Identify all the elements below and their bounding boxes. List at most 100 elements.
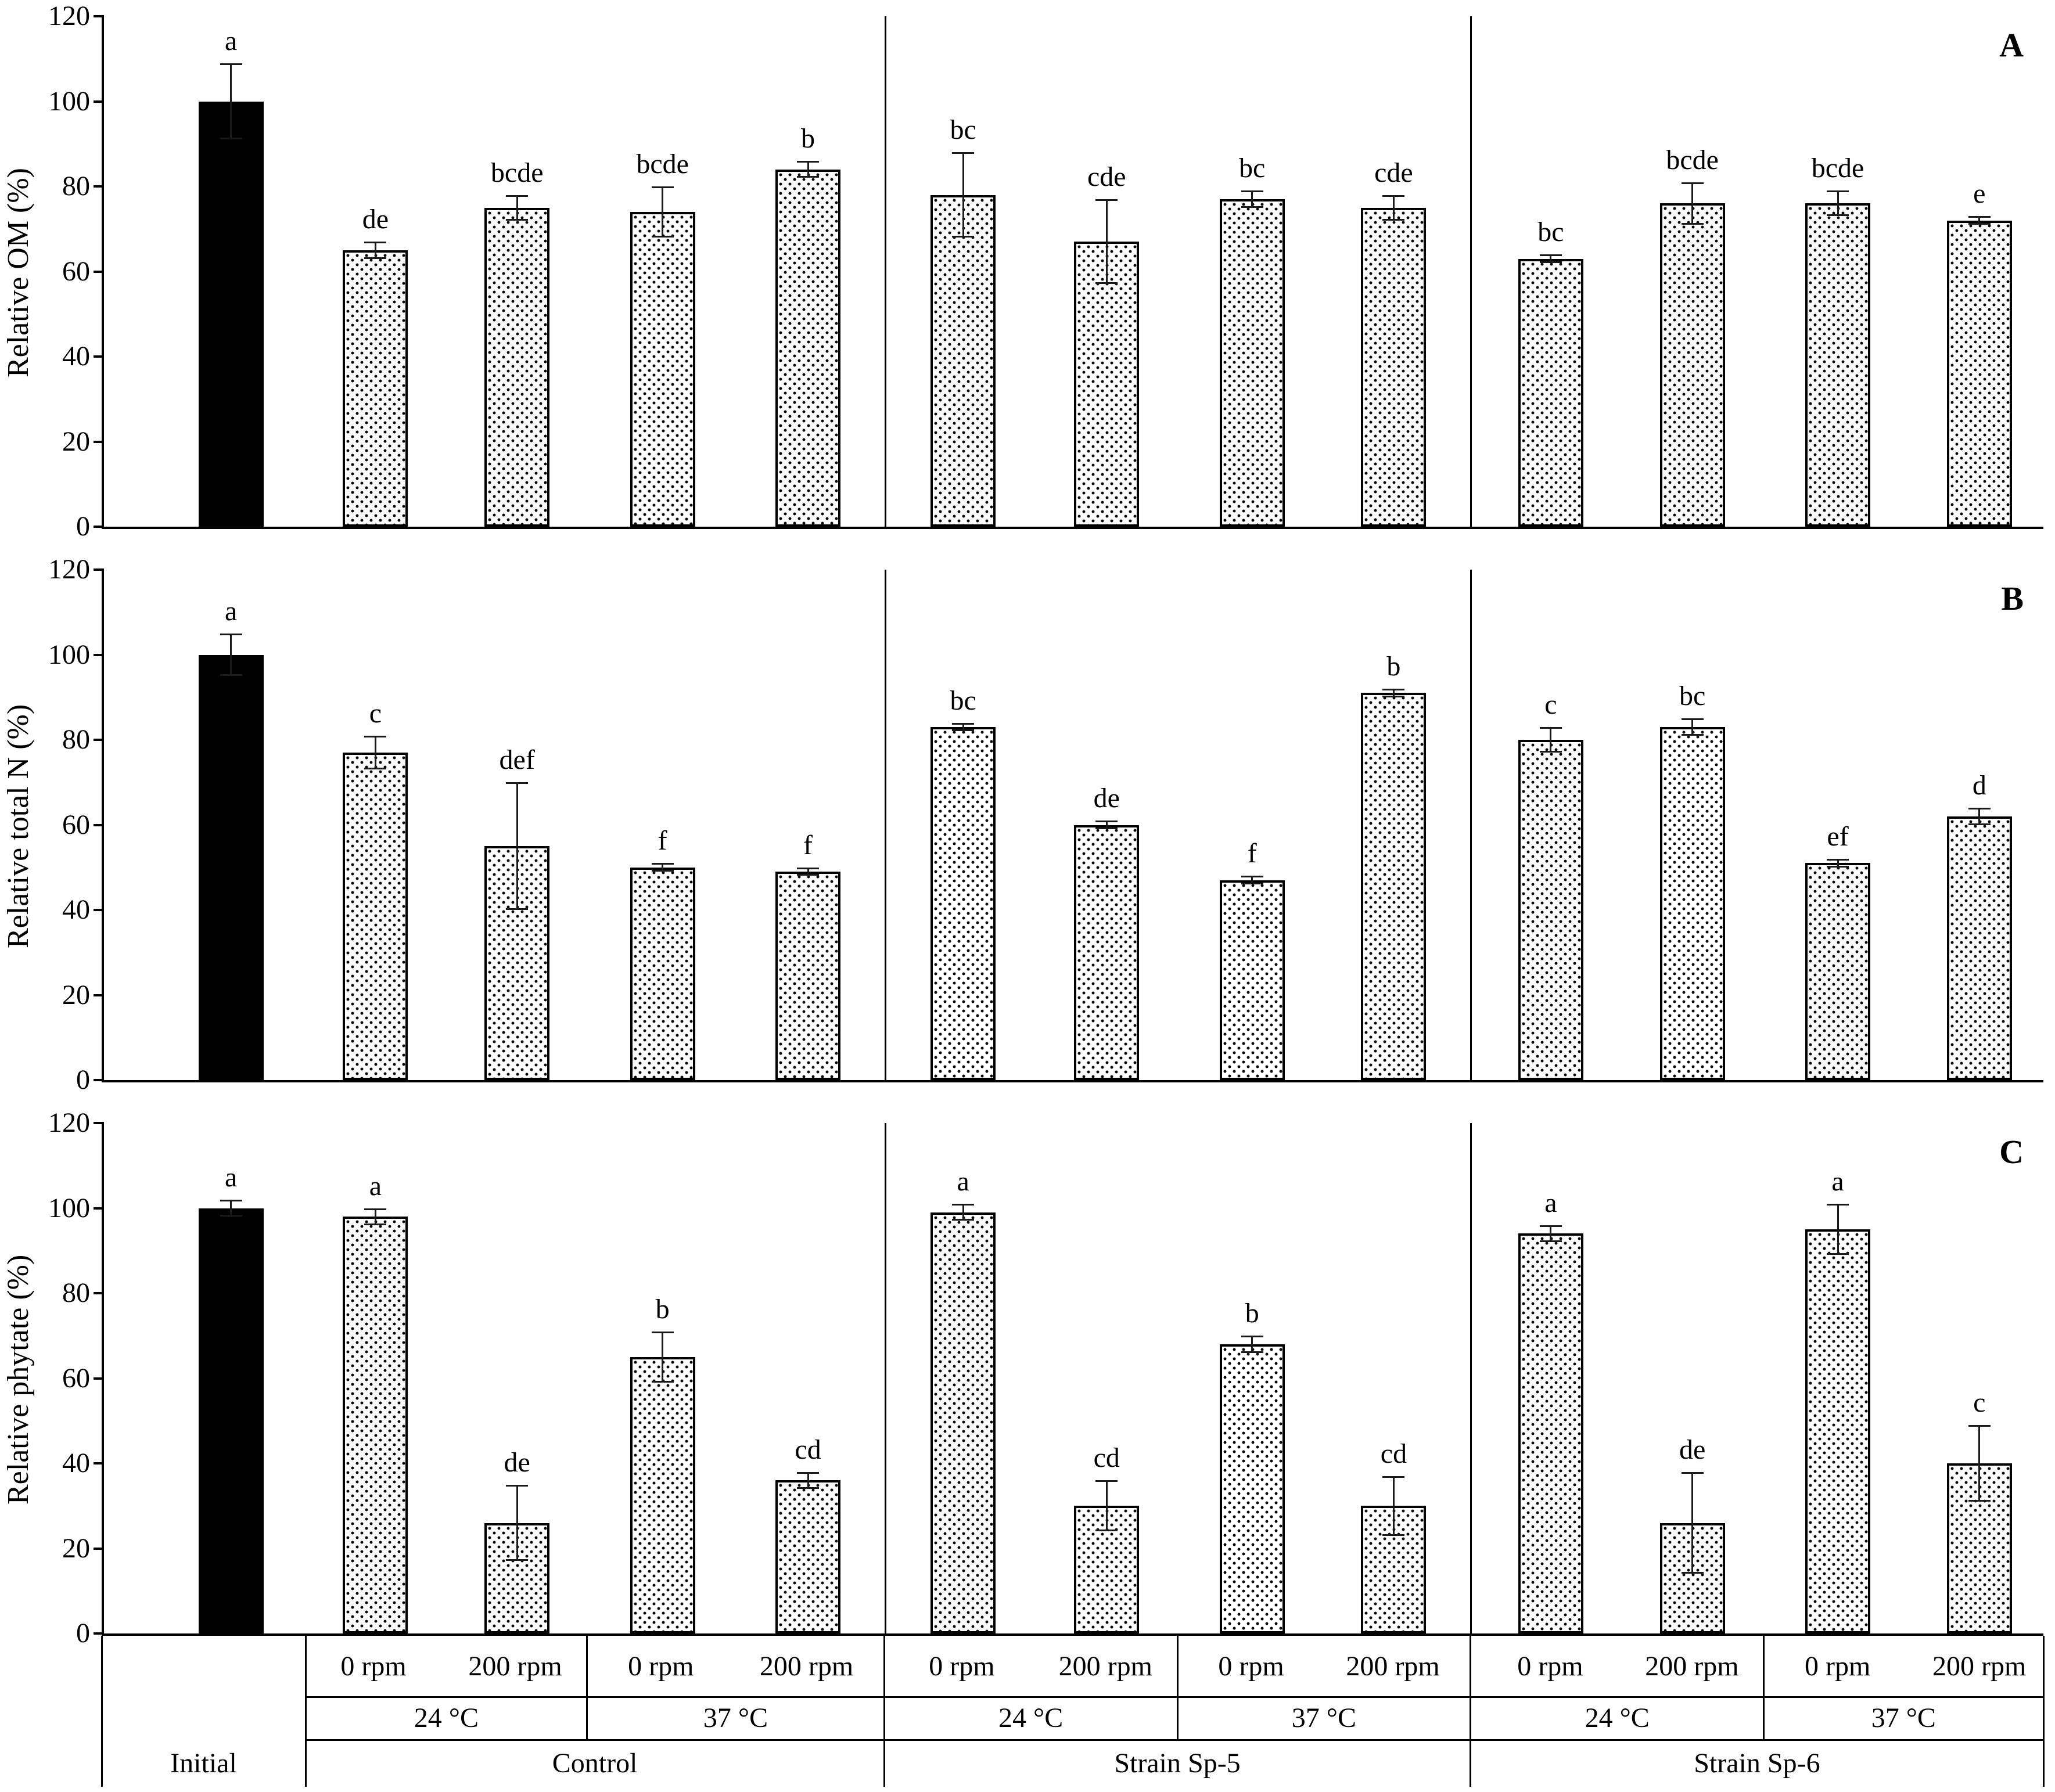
y-tick-mark	[94, 15, 104, 17]
error-bar	[516, 195, 518, 221]
y-tick-mark	[94, 568, 104, 571]
y-tick-label: 20	[62, 979, 90, 1010]
error-bar-cap-top	[1681, 182, 1704, 184]
y-tick-label: 40	[62, 341, 90, 372]
significance-letter: d	[1972, 770, 1986, 801]
bar	[931, 1212, 996, 1633]
error-bar-cap-bottom	[952, 1219, 975, 1221]
error-bar-cap-top	[651, 1331, 674, 1333]
bar	[1805, 863, 1871, 1080]
bar	[1219, 199, 1285, 527]
error-bar	[1251, 876, 1253, 885]
y-tick-mark	[94, 909, 104, 911]
y-tick-label: 60	[62, 256, 90, 287]
significance-letter: de	[504, 1446, 530, 1478]
rpm-label: 0 rpm	[340, 1650, 407, 1682]
rpm-label: 0 rpm	[1804, 1650, 1871, 1682]
bar	[484, 1523, 550, 1633]
error-bar	[1837, 859, 1839, 868]
bar	[198, 654, 264, 1080]
bar	[1946, 220, 2012, 527]
rpm-label: 200 rpm	[1058, 1650, 1152, 1682]
error-bar	[1691, 718, 1694, 736]
y-tick-mark	[94, 1292, 104, 1294]
bar	[198, 101, 264, 527]
y-tick-label: 0	[76, 1064, 90, 1095]
error-bar-cap-bottom	[506, 908, 529, 910]
bar	[484, 846, 550, 1080]
significance-letter: c	[1973, 1387, 1986, 1419]
y-axis-title-a: Relative OM (%)	[2, 168, 35, 378]
error-bar	[1978, 1425, 1981, 1502]
y-tick-mark	[94, 739, 104, 741]
y-tick-mark	[94, 653, 104, 656]
y-tick-label: 60	[62, 809, 90, 840]
y-tick-mark	[94, 1377, 104, 1380]
rpm-label: 200 rpm	[1932, 1650, 2027, 1682]
error-bar-cap-bottom	[1539, 750, 1562, 753]
y-tick-mark	[94, 270, 104, 273]
group-label: Initial	[170, 1747, 237, 1779]
y-tick-label: 0	[76, 1618, 90, 1649]
error-bar	[516, 1484, 518, 1561]
error-bar-cap-bottom	[364, 768, 387, 770]
error-bar-cap-bottom	[1827, 214, 1849, 217]
error-bar-cap-bottom	[1539, 1240, 1562, 1243]
error-bar-cap-bottom	[797, 1487, 820, 1489]
error-bar-cap-bottom	[651, 235, 674, 238]
error-bar-cap-top	[1382, 195, 1405, 197]
group-divider-line	[885, 570, 887, 1080]
bar	[775, 872, 841, 1080]
error-bar-cap-bottom	[220, 138, 242, 140]
bar	[1946, 816, 2012, 1080]
significance-letter: b	[1386, 651, 1401, 682]
error-bar-cap-bottom	[220, 1215, 242, 1217]
rpm-label: 0 rpm	[1218, 1650, 1284, 1682]
error-bar-cap-bottom	[1968, 1499, 1991, 1502]
temperature-label: 37 °C	[703, 1702, 768, 1733]
y-tick-label: 40	[62, 1448, 90, 1478]
significance-letter: b	[655, 1293, 670, 1325]
bar	[343, 752, 408, 1080]
y-tick-label: 120	[48, 1, 90, 31]
axis-boundary-line	[100, 1636, 103, 1787]
y-tick-mark	[94, 1547, 104, 1550]
error-bar	[1978, 216, 1981, 225]
error-bar-cap-top	[1539, 254, 1562, 257]
y-tick-mark	[94, 1122, 104, 1124]
error-bar-cap-top	[651, 863, 674, 865]
error-bar	[1105, 1480, 1108, 1532]
axis-row-line	[306, 1696, 2043, 1698]
y-tick-mark	[94, 1632, 104, 1635]
error-bar-cap-bottom	[1382, 1534, 1405, 1536]
bar	[1219, 1344, 1285, 1633]
significance-letter: bc	[950, 685, 976, 716]
error-bar-cap-bottom	[651, 1380, 674, 1383]
y-tick-label: 80	[62, 171, 90, 201]
bar	[484, 207, 550, 527]
bar	[1074, 242, 1140, 527]
error-bar	[1550, 254, 1552, 263]
bar	[198, 1208, 264, 1633]
bar	[931, 727, 996, 1080]
significance-letter: e	[1973, 178, 1986, 210]
significance-letter: a	[369, 1170, 382, 1201]
y-axis-title-c: Relative phytate (%)	[2, 1254, 35, 1505]
significance-letter: de	[1679, 1434, 1706, 1465]
error-bar	[1105, 199, 1108, 285]
error-bar	[962, 722, 964, 732]
error-bar-cap-bottom	[1095, 827, 1118, 829]
significance-letter: bc	[1239, 153, 1266, 184]
error-bar	[230, 63, 232, 140]
axis-boundary-line	[586, 1636, 588, 1739]
error-bar-cap-bottom	[1382, 695, 1405, 697]
error-bar	[1837, 190, 1839, 217]
error-bar-cap-top	[220, 633, 242, 635]
error-bar-cap-top	[1241, 876, 1263, 878]
y-tick-label: 60	[62, 1362, 90, 1394]
error-bar-cap-top	[364, 1208, 387, 1210]
axis-boundary-line	[2042, 1636, 2045, 1787]
error-bar-cap-top	[1382, 689, 1405, 691]
error-bar-cap-top	[364, 735, 387, 737]
